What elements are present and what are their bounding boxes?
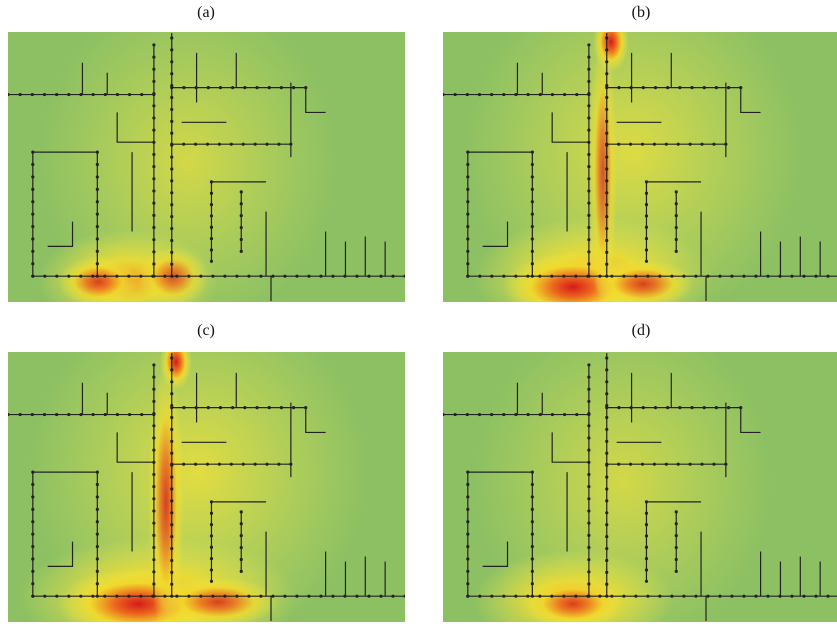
heat — [589, 32, 617, 302]
heatmap-panel — [443, 32, 837, 302]
figure: (a) (b) (c) (d) (() => { const data = JS… — [0, 0, 837, 628]
heatmap-panel — [8, 32, 405, 302]
heatmap-panel — [8, 352, 405, 622]
panel-label: (d) — [441, 322, 837, 340]
heatmap-panel — [443, 352, 837, 622]
panel-label: (c) — [6, 322, 406, 340]
panel-label: (a) — [6, 4, 406, 22]
panel-label: (b) — [441, 4, 837, 22]
